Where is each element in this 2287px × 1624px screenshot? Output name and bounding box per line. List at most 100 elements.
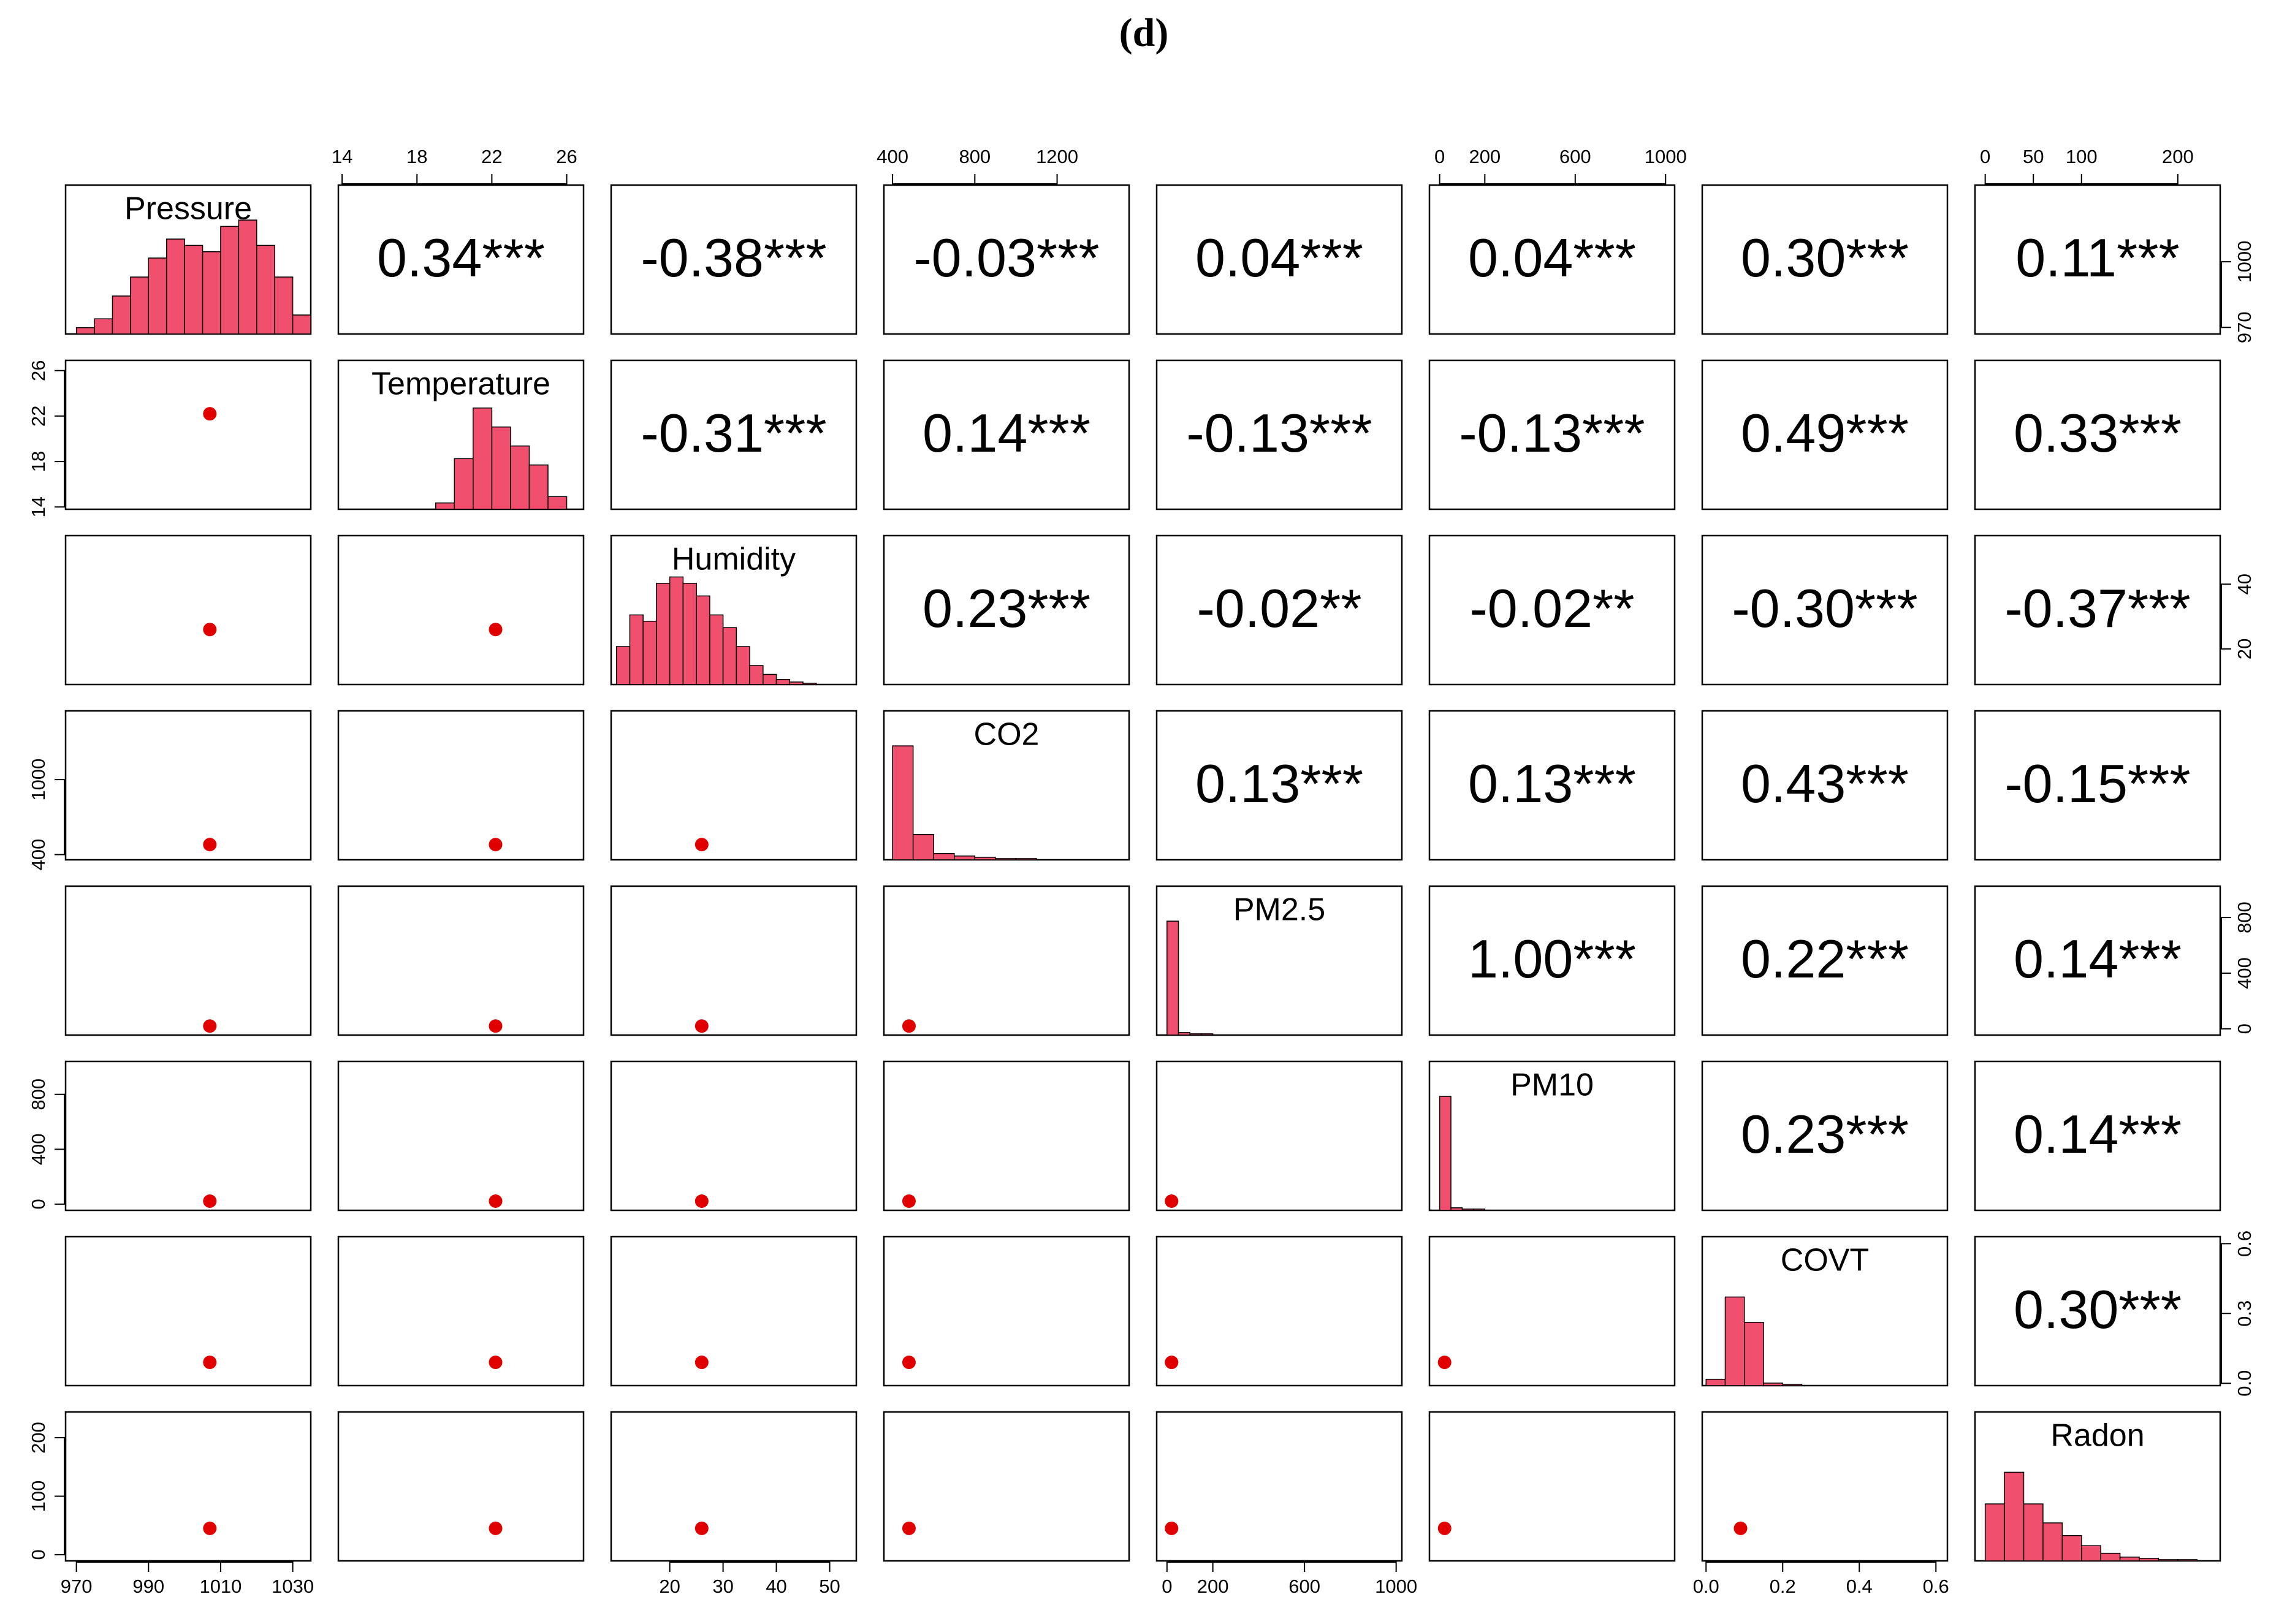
variable-name: Humidity — [672, 542, 796, 577]
hist-bar — [763, 674, 777, 685]
panel — [1428, 1060, 1676, 1212]
hist-bar — [2100, 1552, 2121, 1561]
hist-bar — [682, 583, 697, 685]
correlation: -0.13*** — [1186, 403, 1372, 463]
x-tick-label: 30 — [712, 1576, 733, 1597]
x-tick-label: 50 — [2023, 146, 2044, 167]
mean-point — [203, 838, 217, 852]
hist-bar — [2023, 1503, 2044, 1561]
mean-point — [902, 1194, 916, 1208]
y-tick-label: 800 — [2234, 901, 2255, 933]
y-tick-label: 1000 — [2234, 241, 2255, 283]
y-tick-label: 1000 — [28, 759, 49, 801]
hist-bar — [1782, 1384, 1803, 1386]
correlation: 0.04*** — [1468, 227, 1636, 288]
hist-bar — [775, 678, 791, 685]
panel — [883, 359, 1130, 510]
hist-bar — [669, 576, 684, 685]
mean-point — [489, 1356, 503, 1370]
mean-point — [489, 623, 503, 637]
hist-bar — [749, 665, 764, 685]
x-tick-label: 0.0 — [1693, 1576, 1719, 1597]
panel — [1155, 710, 1403, 861]
mean-point — [203, 623, 217, 637]
panel — [1974, 885, 2221, 1036]
correlation: -0.31*** — [641, 403, 826, 463]
panel — [883, 534, 1130, 686]
panel — [1701, 1060, 1949, 1212]
x-tick-label: 0 — [1162, 1576, 1172, 1597]
correlation: -0.02** — [1197, 578, 1361, 639]
hist-bar — [615, 646, 631, 685]
hist-bar — [2042, 1522, 2063, 1561]
hist-bar — [238, 219, 257, 335]
hist-bar — [473, 408, 493, 510]
chart-title: (d) — [1119, 10, 1169, 55]
panel — [1428, 885, 1676, 1036]
mean-point — [694, 1521, 709, 1535]
hist-bar — [2004, 1471, 2025, 1561]
hist-bar — [166, 238, 185, 335]
correlation: -0.30*** — [1732, 578, 1917, 639]
hist-bar — [1201, 1033, 1214, 1036]
hist-bar — [1178, 1032, 1190, 1036]
y-tick-label: 0 — [28, 1199, 49, 1209]
correlation: 0.14*** — [2014, 928, 2182, 989]
x-tick-label: 18 — [406, 146, 427, 167]
panel — [337, 885, 585, 1036]
x-tick-label: 200 — [1469, 146, 1501, 167]
correlation: 0.34*** — [377, 227, 545, 288]
correlation: 0.04*** — [1195, 227, 1363, 288]
x-tick-label: 0.6 — [1923, 1576, 1949, 1597]
x-tick-label: 200 — [2162, 146, 2194, 167]
hist-bar — [435, 502, 455, 510]
x-tick-label: 50 — [819, 1576, 840, 1597]
panel — [1701, 1235, 1949, 1387]
variable-name: Radon — [2050, 1418, 2144, 1454]
panel — [1974, 1235, 2221, 1387]
x-tick-label: 1030 — [272, 1576, 314, 1597]
mean-point — [902, 1356, 916, 1370]
hist-bar — [274, 276, 294, 335]
hist-bar — [1439, 1096, 1452, 1211]
hist-bar — [1189, 1033, 1202, 1036]
y-tick-label: 26 — [28, 360, 49, 381]
y-tick-label: 0.3 — [2234, 1300, 2255, 1327]
mean-point — [1437, 1521, 1452, 1535]
mean-point — [1437, 1356, 1452, 1370]
panel — [1155, 1235, 1403, 1387]
hist-bar — [454, 458, 474, 510]
x-tick-label: 1000 — [1645, 146, 1687, 167]
panel — [337, 1235, 585, 1387]
x-tick-label: 600 — [1288, 1576, 1320, 1597]
x-tick-label: 400 — [877, 146, 908, 167]
hist-bar — [933, 852, 955, 860]
panel — [1701, 885, 1949, 1036]
panel — [64, 534, 312, 686]
correlation: -0.38*** — [641, 227, 826, 288]
hist-bar — [892, 745, 914, 860]
panel — [1701, 534, 1949, 686]
x-tick-label: 0.2 — [1770, 1576, 1796, 1597]
hist-bar — [94, 318, 113, 335]
hist-bar — [2158, 1559, 2179, 1561]
hist-bar — [629, 614, 644, 685]
mean-point — [489, 1019, 503, 1033]
panel — [1974, 710, 2221, 861]
x-tick-label: 20 — [659, 1576, 680, 1597]
panel — [1155, 359, 1403, 510]
x-tick-label: 970 — [61, 1576, 93, 1597]
panel — [610, 359, 858, 510]
panel — [1155, 534, 1403, 686]
y-tick-label: 20 — [2234, 639, 2255, 659]
mean-point — [902, 1019, 916, 1033]
y-tick-label: 0 — [2234, 1023, 2255, 1034]
correlation: -0.15*** — [2004, 753, 2190, 814]
hist-bar — [2119, 1557, 2140, 1561]
hist-bar — [292, 314, 311, 335]
panel — [64, 1060, 312, 1212]
hist-bar — [656, 583, 671, 685]
panel — [883, 1235, 1130, 1387]
hist-bar — [1705, 1378, 1726, 1386]
panel — [1155, 885, 1403, 1036]
